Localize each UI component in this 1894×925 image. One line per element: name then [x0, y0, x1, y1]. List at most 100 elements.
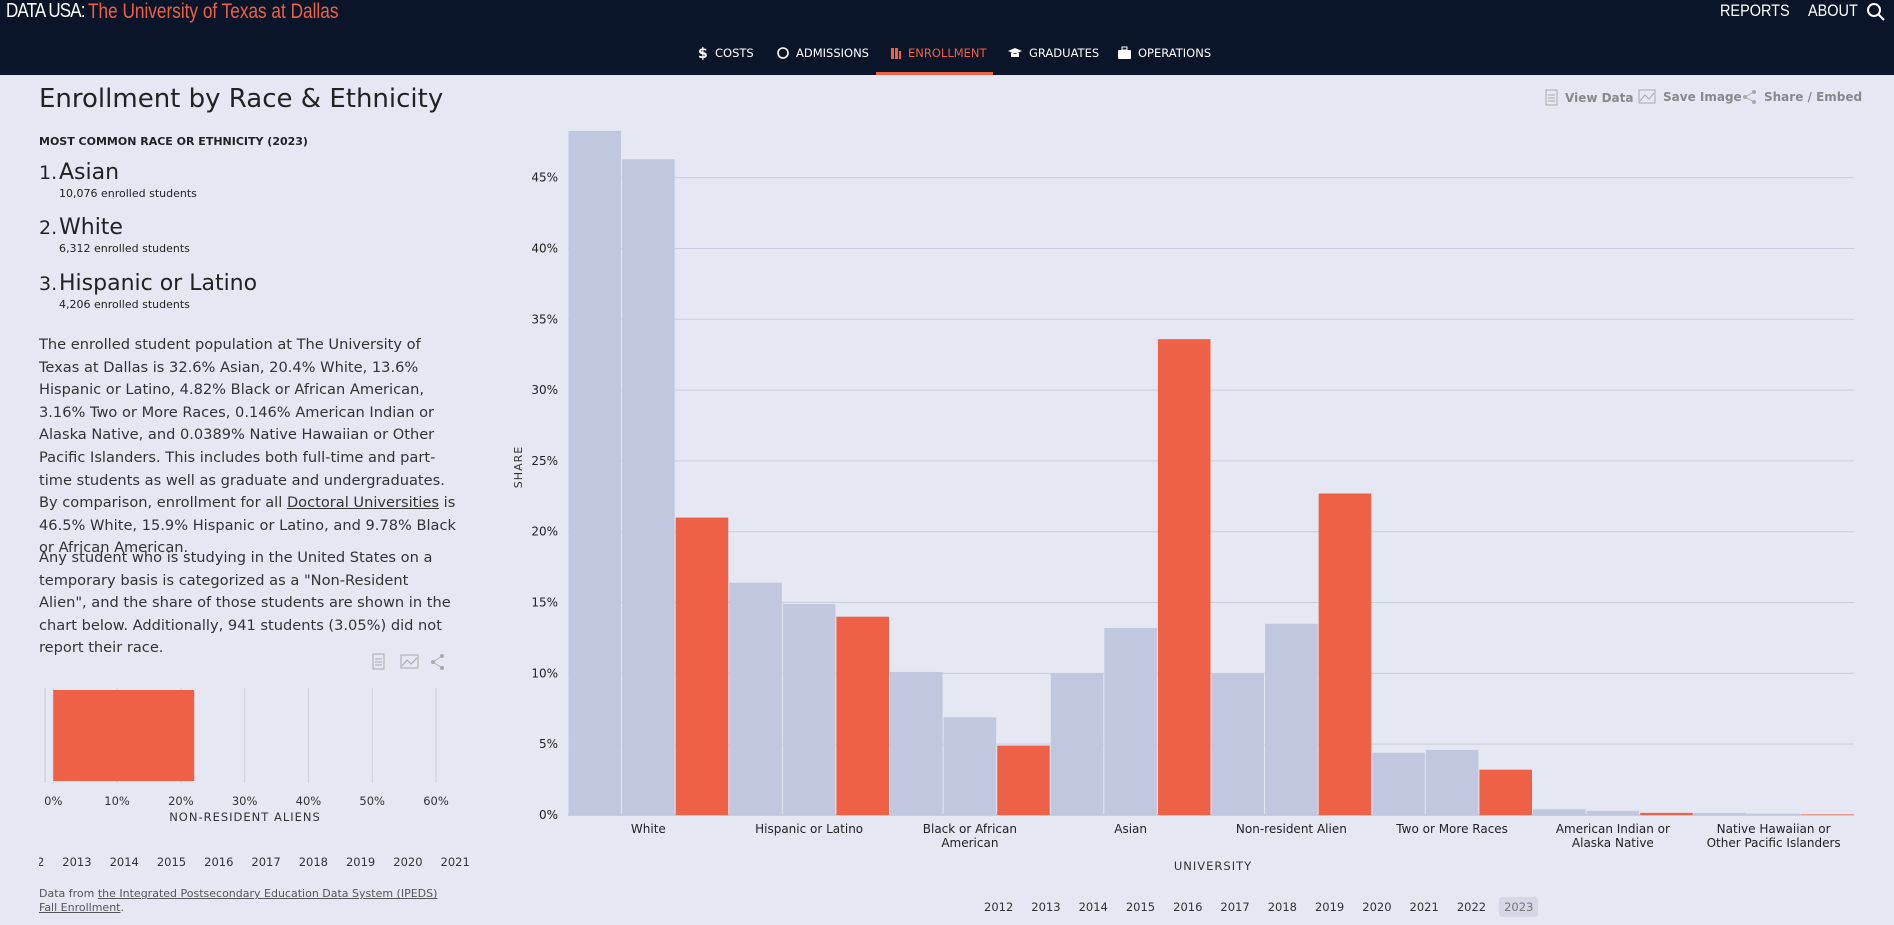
- nav-enrollment[interactable]: ENROLLMENT: [890, 46, 987, 60]
- tool-icon: [1545, 89, 1558, 106]
- y-tick-label: 35%: [531, 312, 558, 326]
- section-title: Enrollment by Race & Ethnicity: [39, 84, 444, 114]
- nav-icon: [891, 48, 901, 59]
- year[interactable]: 2019: [345, 855, 376, 869]
- nav-admissions[interactable]: ADMISSIONS: [776, 46, 869, 60]
- bar: [1104, 628, 1157, 815]
- bar: [1050, 673, 1104, 815]
- tool-icon: [1638, 89, 1656, 104]
- year[interactable]: 2016: [204, 855, 234, 869]
- tool-label: Save Image: [1663, 89, 1742, 104]
- x-tick-label: 40%: [296, 794, 322, 808]
- year[interactable]: 2015: [156, 855, 187, 869]
- link[interactable]: Doctoral Universities: [286, 494, 440, 512]
- year[interactable]: 2021: [1409, 900, 1439, 914]
- nav-label: ENROLLMENT: [908, 46, 987, 60]
- y-tick-label: 45%: [531, 171, 558, 185]
- rank-name: Asian: [59, 160, 120, 185]
- view-data-icon[interactable]: [372, 653, 385, 670]
- text: .: [120, 901, 124, 914]
- link[interactable]: Fall Enrollment: [39, 901, 121, 914]
- nav-label: GRADUATES: [1029, 46, 1100, 60]
- source: Data from the Integrated Postsecondary E…: [39, 887, 459, 915]
- description: The enrolled student population at The U…: [39, 334, 459, 560]
- save-image-icon[interactable]: [400, 654, 419, 669]
- year[interactable]: 2021: [440, 855, 469, 869]
- share-icon[interactable]: [431, 654, 444, 670]
- view-data[interactable]: View Data: [1545, 89, 1633, 106]
- bar: [622, 159, 675, 815]
- text: The enrolled student population at The U…: [39, 336, 445, 512]
- x-tick-label-box: Hispanic or Latino: [755, 822, 863, 836]
- year[interactable]: 2014: [109, 855, 139, 869]
- x-tick-label-box: White: [630, 822, 666, 836]
- rank-number: 1.: [39, 162, 58, 184]
- x-axis-label: NON-RESIDENT ALIENS: [169, 810, 321, 824]
- search-icon[interactable]: [1866, 2, 1886, 22]
- x-tick-label-box: Black or African American: [922, 822, 1017, 850]
- x-tick-label: Asian: [1114, 822, 1147, 836]
- x-tick-label: 60%: [423, 794, 449, 808]
- x-tick-label: Black or African American: [922, 822, 1017, 850]
- year[interactable]: 2020: [1362, 900, 1392, 914]
- nav-graduates[interactable]: GRADUATES: [1007, 46, 1099, 60]
- nav-operations[interactable]: OPERATIONS: [1117, 46, 1211, 60]
- year[interactable]: 2023: [1499, 897, 1539, 917]
- bar: [782, 603, 836, 815]
- year[interactable]: 2016: [1173, 900, 1203, 914]
- share-embed[interactable]: Share / Embed: [1742, 89, 1862, 104]
- x-tick-label: 10%: [104, 794, 130, 808]
- main-chart: UNIVERSITY SHARE 0% 5% 10% 15% 20% 25% 30% 35% 4…: [512, 130, 1854, 873]
- year[interactable]: 2012: [39, 855, 45, 869]
- nav-icon: [777, 47, 789, 59]
- site-title[interactable]: The University of Texas at Dallas: [88, 0, 339, 23]
- bar: [1800, 814, 1854, 815]
- bar: [568, 130, 622, 815]
- year[interactable]: 2017: [251, 855, 281, 869]
- year[interactable]: 2022: [1456, 900, 1487, 914]
- bar: [1157, 339, 1211, 815]
- bar: [1425, 749, 1479, 815]
- bar: [1479, 769, 1532, 815]
- about-link[interactable]: ABOUT: [1808, 1, 1858, 20]
- logo[interactable]: DATA USA:: [6, 0, 85, 22]
- year[interactable]: 2017: [1220, 900, 1250, 914]
- nav-icon: $: [698, 46, 708, 60]
- timeline: 2012 2013 2014 2015 2016 2017 2018 2019 2020 2021…: [39, 852, 469, 872]
- year[interactable]: 2013: [1031, 900, 1061, 914]
- bar: [1211, 673, 1265, 815]
- x-tick-label: 30%: [232, 794, 258, 808]
- year[interactable]: 2020: [393, 855, 423, 869]
- y-tick-label: 25%: [531, 454, 558, 468]
- x-tick-label: 20%: [168, 794, 194, 808]
- nav-label: ADMISSIONS: [796, 46, 869, 60]
- rank-detail: 10,076 enrolled students: [59, 187, 197, 200]
- bar: [890, 671, 943, 815]
- bar: [1747, 813, 1800, 815]
- nav-costs[interactable]: $ COSTS: [697, 46, 754, 60]
- rank-item: 3.Hispanic or Latino 4,206 enrolled stude…: [39, 271, 257, 311]
- x-tick-label: White: [630, 822, 666, 836]
- link[interactable]: the Integrated Postsecondary Education D…: [97, 887, 438, 900]
- year[interactable]: 2012: [984, 900, 1014, 914]
- y-tick-label: 5%: [539, 737, 558, 751]
- nav-label: COSTS: [715, 46, 754, 60]
- bar: [1693, 812, 1747, 815]
- year[interactable]: 2015: [1125, 900, 1156, 914]
- x-axis-label: UNIVERSITY: [1174, 859, 1252, 873]
- active-underline: [876, 72, 993, 75]
- year[interactable]: 2013: [62, 855, 92, 869]
- x-tick-label: American Indian or Alaska Native: [1555, 822, 1670, 850]
- y-tick-label: 20%: [531, 525, 558, 539]
- year[interactable]: 2019: [1314, 900, 1345, 914]
- save-image[interactable]: Save Image: [1638, 89, 1742, 104]
- y-tick-label: 30%: [531, 383, 558, 397]
- svg-text:$: $: [698, 46, 708, 60]
- reports-link[interactable]: REPORTS: [1720, 1, 1790, 20]
- rank-item: 2.White 6,312 enrolled students: [39, 215, 190, 255]
- tool-label: Share / Embed: [1764, 89, 1863, 104]
- year[interactable]: 2014: [1078, 900, 1108, 914]
- year[interactable]: 2018: [1267, 900, 1297, 914]
- year[interactable]: 2018: [298, 855, 328, 869]
